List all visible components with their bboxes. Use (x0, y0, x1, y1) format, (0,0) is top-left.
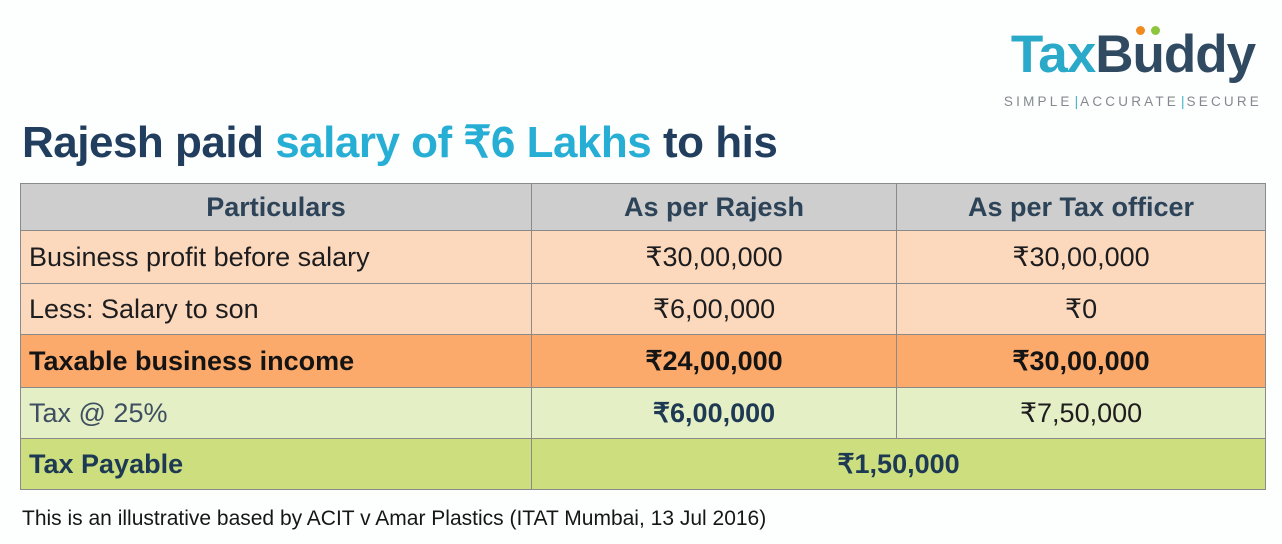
row-taxable-income-label: Taxable business income (21, 335, 532, 388)
heading-segment: Rajesh paid (22, 118, 276, 167)
tagline-separator: | (1181, 94, 1185, 110)
tagline-word-accurate: ACCURATE (1080, 94, 1180, 110)
logo-tax-text: Tax (1010, 25, 1096, 84)
row-business-profit-label: Business profit before salary (21, 231, 532, 284)
heading-segment: to his (651, 118, 778, 167)
row-business-profit-rajesh-value: ₹30,00,000 (532, 231, 897, 284)
row-tax-rate-rajesh-value: ₹6,00,000 (532, 388, 897, 439)
row-taxable-income-rajesh-value: ₹24,00,000 (532, 335, 897, 388)
row-taxable-income-officer-value: ₹30,00,000 (897, 335, 1265, 388)
table-header-as-per-rajesh: As per Rajesh (532, 184, 897, 231)
logo-buddy-u: u (1132, 22, 1165, 88)
row-tax-rate-label: Tax @ 25% (21, 388, 532, 439)
logo-buddy-ddy: ddy (1163, 25, 1256, 84)
logo-umlaut-dots (1136, 26, 1161, 35)
table-header-particulars: Particulars (21, 184, 532, 231)
logo-tagline: SIMPLE | ACCURATE | SECURE (1004, 94, 1262, 109)
row-salary-to-son-rajesh-value: ₹6,00,000 (532, 284, 897, 335)
row-tax-rate-officer-value: ₹7,50,000 (897, 388, 1265, 439)
tagline-word-secure: SECURE (1186, 94, 1262, 110)
logo-buddy-b: B (1095, 25, 1133, 84)
row-tax-payable-merged-value: ₹1,50,000 (532, 439, 1265, 489)
table-header-as-per-tax-officer: As per Tax officer (897, 184, 1265, 231)
taxbuddy-logo-wordmark: TaxB uddy (1004, 22, 1262, 88)
row-salary-to-son-label: Less: Salary to son (21, 284, 532, 335)
case-citation-footnote: This is an illustrative based by ACIT v … (22, 507, 767, 530)
row-tax-payable-label: Tax Payable (21, 439, 532, 489)
heading-line-1: Rajesh paid salary of ₹6 Lakhs to his (22, 116, 972, 169)
row-business-profit-officer-value: ₹30,00,000 (897, 231, 1265, 284)
tagline-word-simple: SIMPLE (1003, 94, 1073, 110)
row-salary-to-son-officer-value: ₹0 (897, 284, 1265, 335)
tagline-separator: | (1074, 94, 1079, 110)
taxbuddy-logo: TaxB uddy SIMPLE | ACCURATE | SECURE (1004, 22, 1262, 109)
comparison-table: Particulars As per Rajesh As per Tax off… (20, 183, 1266, 490)
heading-segment-highlight: salary of ₹6 Lakhs (275, 118, 652, 167)
umlaut-orange-dot-icon (1136, 26, 1146, 35)
logo-buddy-u-letter: u (1132, 25, 1165, 84)
umlaut-green-dot-icon (1151, 26, 1161, 35)
